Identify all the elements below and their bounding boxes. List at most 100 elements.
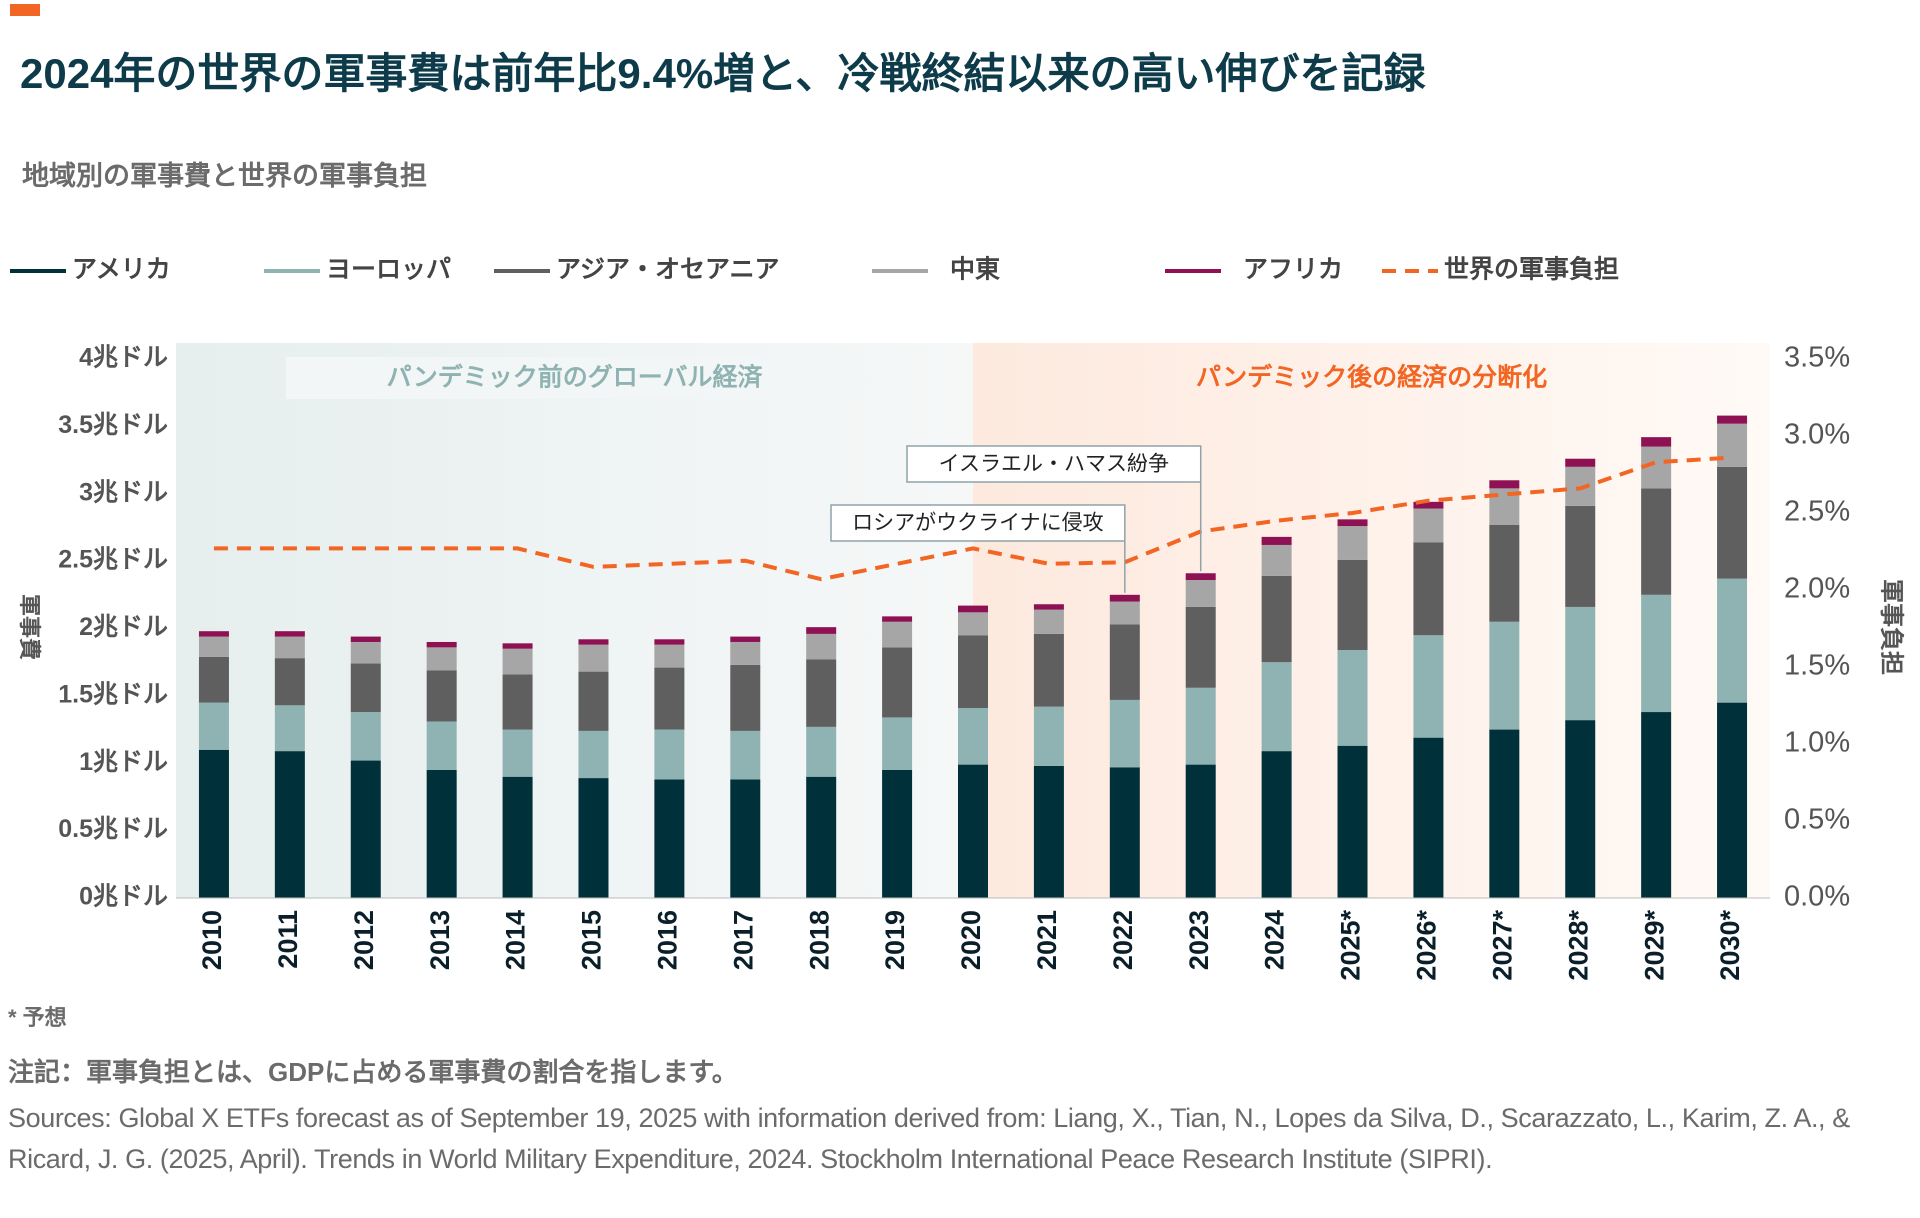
- y-tick-label: 4兆ドル: [79, 344, 168, 372]
- bar-segment: [426, 647, 457, 671]
- accent-bar: [10, 4, 40, 16]
- bar-segment: [1413, 737, 1444, 898]
- x-tick-label: 2019: [880, 910, 910, 970]
- legend-label: 世界の軍事負担: [1444, 256, 1619, 284]
- x-tick-label: 2023: [1184, 910, 1214, 970]
- bar-segment: [654, 779, 685, 898]
- bar-segment: [1413, 542, 1444, 636]
- bar-segment: [1033, 633, 1064, 707]
- bar-segment: [1489, 729, 1520, 898]
- region-label: パンデミック後の経済の分断化: [1196, 363, 1547, 392]
- bar-segment: [806, 776, 837, 898]
- bar-segment: [1261, 544, 1292, 576]
- bar-segment: [730, 641, 761, 665]
- bar-segment: [1717, 415, 1748, 424]
- bar-segment: [274, 705, 305, 752]
- bar-segment: [958, 612, 988, 636]
- annotation-box: [830, 504, 1126, 542]
- bar-segment: [350, 760, 381, 898]
- bar-segment: [1109, 594, 1140, 602]
- bar-segment: [350, 712, 381, 761]
- chart: 2024年の世界の軍事費は前年比9.4%増と、冷戦終結以来の高い伸びを記録 地域…: [10, 4, 1905, 981]
- bar-segment: [806, 633, 837, 660]
- bar-segment: [1565, 458, 1596, 467]
- bar-segment: [502, 648, 533, 675]
- bar-segment: [1109, 767, 1140, 898]
- bar-segment: [274, 636, 305, 659]
- bar-segment: [1033, 765, 1064, 898]
- x-tick-label: 2028*: [1563, 910, 1593, 981]
- y-axis-title: 軍事費: [17, 594, 42, 660]
- bar-segment: [882, 769, 913, 898]
- bar-segment: [654, 644, 685, 668]
- bar-segment: [958, 635, 988, 709]
- bar-segment: [502, 674, 533, 730]
- bar-segment: [1413, 501, 1444, 509]
- bar-segment: [882, 621, 913, 648]
- bar-segment: [274, 751, 305, 898]
- region-label: パンデミック前のグローバル経済: [386, 363, 763, 392]
- bar-segment: [198, 656, 229, 703]
- x-tick-label: 2020: [956, 910, 986, 970]
- bar-segment: [730, 664, 761, 731]
- bar-segment: [958, 764, 988, 898]
- bar-segment: [654, 729, 685, 780]
- bar-segment: [1641, 712, 1672, 898]
- y-tick-label: 2.5兆ドル: [58, 546, 168, 574]
- bar-segment: [1261, 575, 1292, 663]
- bar-segment: [882, 616, 913, 622]
- footnote: * 予想: [8, 1005, 67, 1030]
- bar-segment: [806, 627, 837, 634]
- bar-segment: [1641, 437, 1672, 447]
- y2-tick-label: 1.0%: [1784, 727, 1850, 759]
- bar-segment: [1413, 508, 1444, 543]
- bar-segment: [1033, 706, 1064, 766]
- bar-segment: [1033, 609, 1064, 634]
- bar-segment: [1261, 751, 1292, 898]
- x-tick-label: 2030*: [1715, 910, 1745, 981]
- chart-title: 2024年の世界の軍事費は前年比9.4%増と、冷戦終結以来の高い伸びを記録: [20, 50, 1426, 97]
- bar-segment: [1717, 423, 1748, 467]
- bar-segment: [426, 641, 457, 648]
- bar-segment: [426, 769, 457, 898]
- bar-segment: [1261, 662, 1292, 752]
- y-tick-label: 0兆ドル: [79, 883, 168, 911]
- legend-label: アフリカ: [1243, 256, 1343, 284]
- bar-segment: [1109, 601, 1140, 625]
- legend-label: アジア・オセアニア: [556, 256, 780, 284]
- bar-segment: [502, 643, 533, 649]
- bar-segment: [1717, 466, 1748, 579]
- y-tick-label: 0.5兆ドル: [58, 815, 168, 843]
- y2-axis-title: 軍事負担: [1878, 579, 1905, 675]
- annotation-text: イスラエル・ハマス紛争: [939, 453, 1169, 476]
- x-tick-label: 2029*: [1639, 910, 1669, 981]
- bar-segment: [426, 721, 457, 770]
- bar-segment: [578, 639, 609, 645]
- x-tick-label: 2014: [501, 910, 531, 970]
- bar-segment: [654, 667, 685, 730]
- bar-segment: [1489, 621, 1520, 730]
- source: Sources: Global X ETFs forecast as of Se…: [8, 1103, 1850, 1174]
- bar-segment: [578, 778, 609, 898]
- y2-tick-label: 2.5%: [1784, 496, 1850, 528]
- bar-segment: [502, 776, 533, 898]
- legend-label: ヨーロッパ: [326, 256, 451, 284]
- bar-segment: [654, 639, 685, 645]
- bar-segment: [1185, 573, 1216, 580]
- y-tick-label: 2兆ドル: [79, 613, 168, 641]
- bar-segment: [1337, 519, 1368, 527]
- x-tick-label: 2011: [273, 910, 303, 969]
- bar-segment: [1565, 606, 1596, 721]
- y2-tick-label: 0.0%: [1784, 881, 1850, 913]
- bar-segment: [578, 644, 609, 672]
- x-tick-label: 2026*: [1412, 910, 1442, 981]
- bar-segment: [882, 647, 913, 718]
- bar-segment: [730, 779, 761, 898]
- note: 注記：軍事負担とは、GDPに占める軍事費の割合を指します。: [8, 1057, 738, 1087]
- bar-segment: [578, 671, 609, 731]
- y2-tick-label: 1.5%: [1784, 650, 1850, 682]
- x-tick-label: 2013: [425, 910, 455, 970]
- bar-segment: [1565, 505, 1596, 607]
- line-series: [213, 455, 1733, 582]
- bar-segment: [730, 730, 761, 780]
